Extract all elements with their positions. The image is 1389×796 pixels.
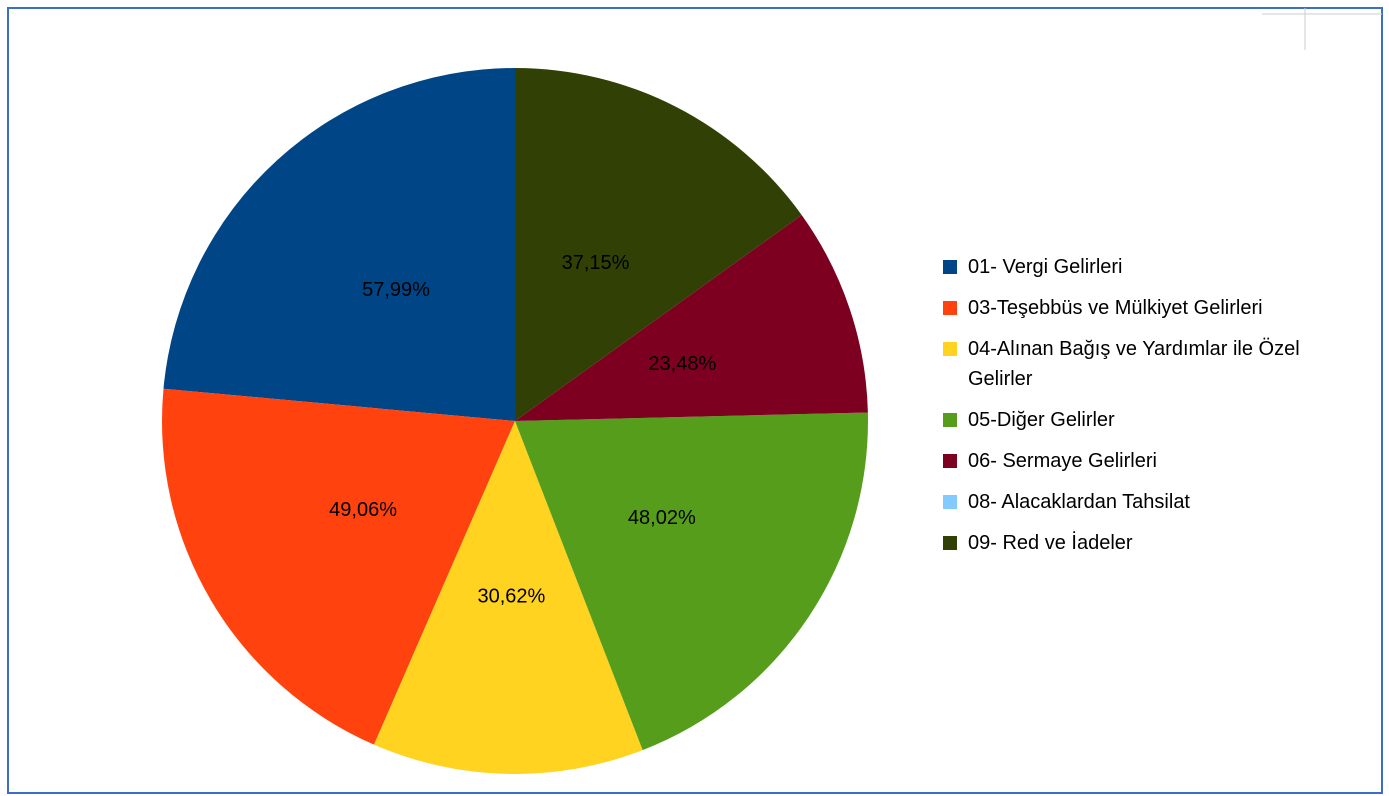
legend: 01- Vergi Gelirleri 03-Teşebbüs ve Mülkiy… bbox=[943, 252, 1353, 569]
pie-slice bbox=[515, 412, 868, 751]
legend-label: 03-Teşebbüs ve Mülkiyet Gelirleri bbox=[968, 297, 1263, 319]
legend-label: 09- Red ve İadeler bbox=[968, 532, 1133, 554]
legend-label: 08- Alacaklardan Tahsilat bbox=[968, 491, 1190, 513]
legend-label: 01- Vergi Gelirleri bbox=[968, 256, 1123, 278]
data-label: 23,48% bbox=[648, 353, 716, 375]
data-label: 30,62% bbox=[477, 586, 545, 608]
legend-swatch bbox=[943, 536, 957, 550]
legend-swatch bbox=[943, 260, 957, 274]
legend-item: 08- Alacaklardan Tahsilat bbox=[943, 487, 1353, 517]
data-label: 49,06% bbox=[329, 499, 397, 521]
legend-item: 03-Teşebbüs ve Mülkiyet Gelirleri bbox=[943, 293, 1353, 323]
legend-label: 04-Alınan Bağış ve Yardımlar ile Özel Ge… bbox=[968, 338, 1300, 390]
legend-swatch bbox=[943, 301, 957, 315]
legend-swatch bbox=[943, 454, 957, 468]
legend-item: 09- Red ve İadeler bbox=[943, 528, 1353, 558]
legend-item: 05-Diğer Gelirler bbox=[943, 405, 1353, 435]
legend-label: 06- Sermaye Gelirleri bbox=[968, 450, 1157, 472]
pie-slice bbox=[162, 388, 516, 745]
pie-slice bbox=[163, 68, 516, 421]
data-label: 37,15% bbox=[562, 252, 630, 274]
data-label: 57,99% bbox=[362, 279, 430, 301]
data-label: 48,02% bbox=[628, 507, 696, 529]
pie: 57,99% 49,06% 30,62% 48,02% 23,48% 37,15% bbox=[162, 68, 868, 774]
legend-swatch bbox=[943, 342, 957, 356]
pie-slice bbox=[515, 214, 868, 421]
legend-label: 05-Diğer Gelirler bbox=[968, 409, 1115, 431]
frame bbox=[7, 7, 1383, 794]
pie-slice bbox=[373, 421, 643, 774]
pie-slice bbox=[515, 68, 802, 421]
legend-swatch bbox=[943, 495, 957, 509]
legend-item: 01- Vergi Gelirleri bbox=[943, 252, 1353, 282]
legend-item: 04-Alınan Bağış ve Yardımlar ile Özel Ge… bbox=[943, 334, 1353, 394]
legend-item: 06- Sermaye Gelirleri bbox=[943, 446, 1353, 476]
legend-swatch bbox=[943, 413, 957, 427]
